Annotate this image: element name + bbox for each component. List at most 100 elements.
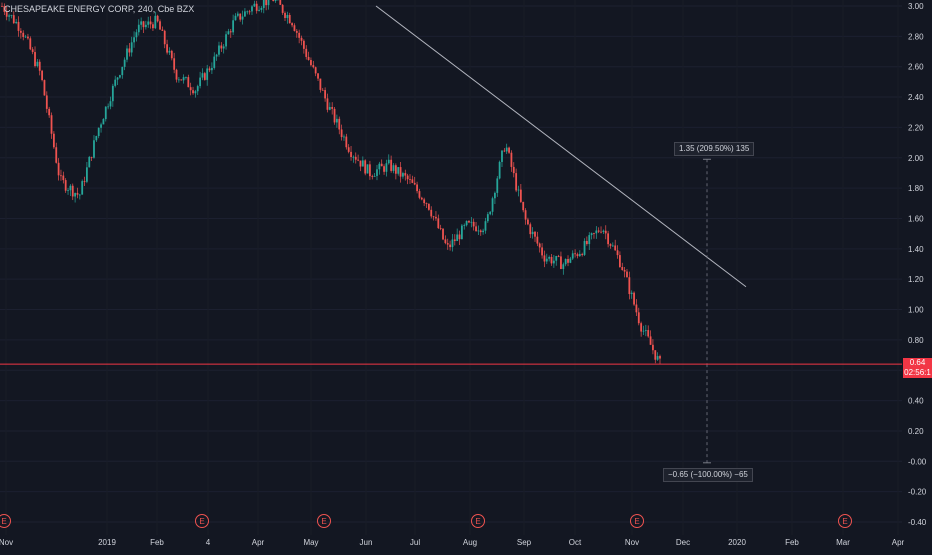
candle-body [218,45,220,55]
candle [652,339,654,355]
candle-body [635,304,638,313]
candle-body [387,159,390,164]
trendline[interactable] [375,5,747,288]
candle-body [376,169,378,176]
candle [420,196,423,201]
candle-body [576,254,579,257]
candle [19,28,22,39]
price-tick-label: 1.60 [908,214,924,223]
candle [180,79,183,81]
candle [430,206,433,219]
candle-body [548,256,551,259]
earnings-marker[interactable]: E [195,514,209,528]
candle-body [307,56,310,61]
candle [361,156,364,167]
candle-body [449,244,452,248]
candle [406,173,409,185]
candle-body [168,50,171,53]
candle-body [222,46,225,49]
candle-body [468,220,470,223]
candle-body [649,336,652,345]
candle [312,60,315,69]
candle [60,169,62,181]
candle-body [453,239,456,242]
candle-body [45,95,48,109]
earnings-marker[interactable]: E [317,514,331,528]
candle-body [302,40,305,49]
candle-body [281,4,284,13]
earnings-letter: E [634,517,639,526]
candle [244,8,246,17]
earnings-marker[interactable]: E [471,514,485,528]
candle-body [597,230,600,232]
candle-body [602,230,605,232]
candle [38,59,41,76]
current-price-value: 0.64 [909,358,926,367]
candle-body [654,350,657,360]
exchange: Cbe BZX [157,4,195,14]
candle [222,44,225,54]
candle [225,31,227,50]
candle-body [359,160,362,167]
price-tick-label: -0.00 [908,457,927,466]
measure-down-label[interactable]: −0.65 (−100.00%) −65 [663,468,753,482]
trendline-layer[interactable] [375,5,747,288]
candle [484,217,487,234]
earnings-marker[interactable]: E [0,514,11,528]
price-tick-label: 2.20 [908,123,924,132]
candle [359,160,362,172]
candle [81,179,84,195]
price-axis[interactable]: 3.00 2.80 2.60 2.40 2.20 2.00 1.80 1.60 1.40 1.20… [908,2,927,527]
candle [607,230,610,248]
candle-body [619,255,621,268]
candle [338,116,341,135]
measure-up-label[interactable]: 1.35 (209.50%) 135 [674,142,755,156]
candle [109,96,112,110]
candle-body [463,225,466,226]
candle-body [295,30,298,33]
candle-body [512,166,515,174]
candle [52,131,55,149]
candle [425,202,428,208]
candle-body [149,21,152,25]
candle-body [484,221,487,231]
candle [510,150,513,172]
candle [644,324,647,337]
earnings-marker[interactable]: E [838,514,852,528]
candle-body [288,14,291,24]
candle [491,196,494,216]
earnings-marker[interactable]: E [630,514,644,528]
candle-body [128,48,131,53]
candle-body [571,253,574,259]
candle [277,0,279,1]
price-tick-label: 1.20 [908,275,924,284]
candle-body [185,77,187,78]
candle [333,107,336,125]
measurements[interactable] [703,158,711,464]
candle [201,68,204,81]
time-axis[interactable]: Nov 2019 Feb 4 Apr May Jun Jul Aug Sep Oct Nov Dec 20… [0,538,905,547]
candle-body [501,150,503,162]
candle [288,12,291,24]
earnings-circle [471,514,485,528]
candle [470,216,473,228]
candle [144,20,147,30]
symbol-legend[interactable]: CHESAPEAKE ENERGY CORP, 240, Cbe BZX [4,4,195,14]
candle-body [659,356,661,359]
candle-body [427,203,430,210]
candle-body [86,167,88,182]
candle-body [460,225,463,240]
candle-body [196,86,199,92]
price-tick-label: 2.80 [908,32,924,41]
candle-body [15,21,18,24]
candle [508,146,510,154]
price-tick-label: 0.20 [908,427,924,436]
candle-body [517,189,520,191]
candle-body [298,32,301,38]
candle [104,106,107,122]
candle-body [583,240,586,255]
candle [444,235,447,245]
